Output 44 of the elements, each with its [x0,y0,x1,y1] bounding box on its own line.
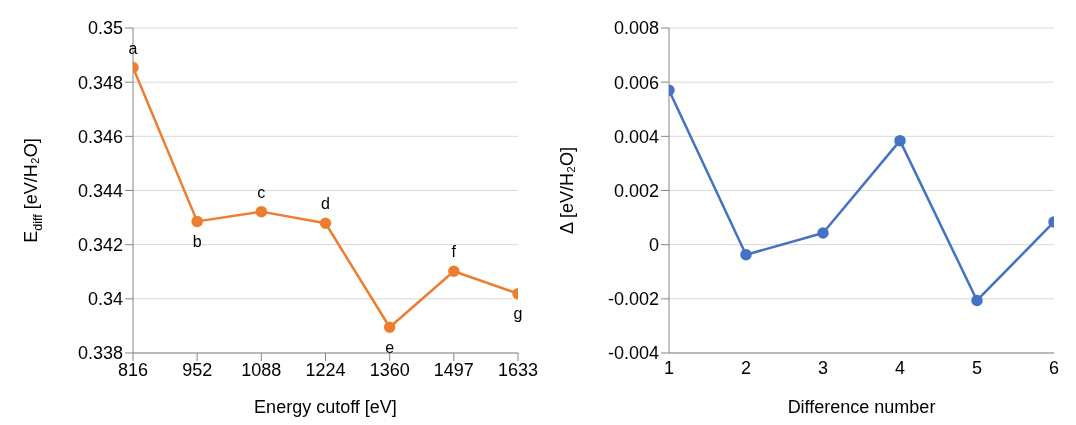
x-tick-label: 5 [971,357,983,378]
x-axis-title: Energy cutoff [eV] [254,397,397,417]
point [448,265,460,277]
y-tick-label: 0.004 [613,126,659,147]
y-tick-label: 0.346 [77,126,123,147]
y-tick-label: 0.35 [87,18,123,39]
y-tick-label: -0.002 [607,289,659,310]
annotation: e [385,338,395,356]
point [971,294,983,307]
point [740,248,752,261]
y-axis-title: Δ [eV/H₂O] [556,146,577,235]
annotation: f [451,243,457,261]
x-tick-label: 952 [182,359,213,380]
y-tick-label: 0.006 [613,72,659,93]
y-tick-label: 0.342 [77,235,123,256]
y-tick-label: 0.344 [77,180,123,201]
point [255,205,268,218]
y-tick-label: 0.34 [87,289,123,310]
annotation: a [128,39,138,57]
annotation: d [321,195,330,213]
point [191,215,203,228]
x-tick-label: 1497 [433,359,474,380]
x-tick-label: 1360 [369,359,410,380]
y-tick-label: 0.008 [613,18,659,39]
x-tick-label: 6 [1048,357,1060,378]
point [817,227,829,239]
x-tick-label: 2 [740,357,752,378]
annotation: g [513,305,523,323]
point [383,321,396,334]
annotation: b [192,232,202,250]
y-tick-label: 0.348 [77,72,123,93]
y-tick-label: 0.002 [613,180,659,201]
x-tick-label: 1224 [305,359,346,380]
x-tick-label: 1633 [497,359,539,380]
annotation: c [257,183,266,201]
point [894,134,906,147]
y-tick-label: 0 [648,235,659,256]
x-tick-label: 3 [817,357,829,378]
x-tick-label: 4 [894,357,906,378]
point [319,217,332,230]
y-tick-label: -0.004 [607,343,659,364]
x-tick-label: 1 [663,357,675,378]
x-tick-label: 1088 [241,359,282,380]
x-axis-title: Difference number [787,397,936,417]
